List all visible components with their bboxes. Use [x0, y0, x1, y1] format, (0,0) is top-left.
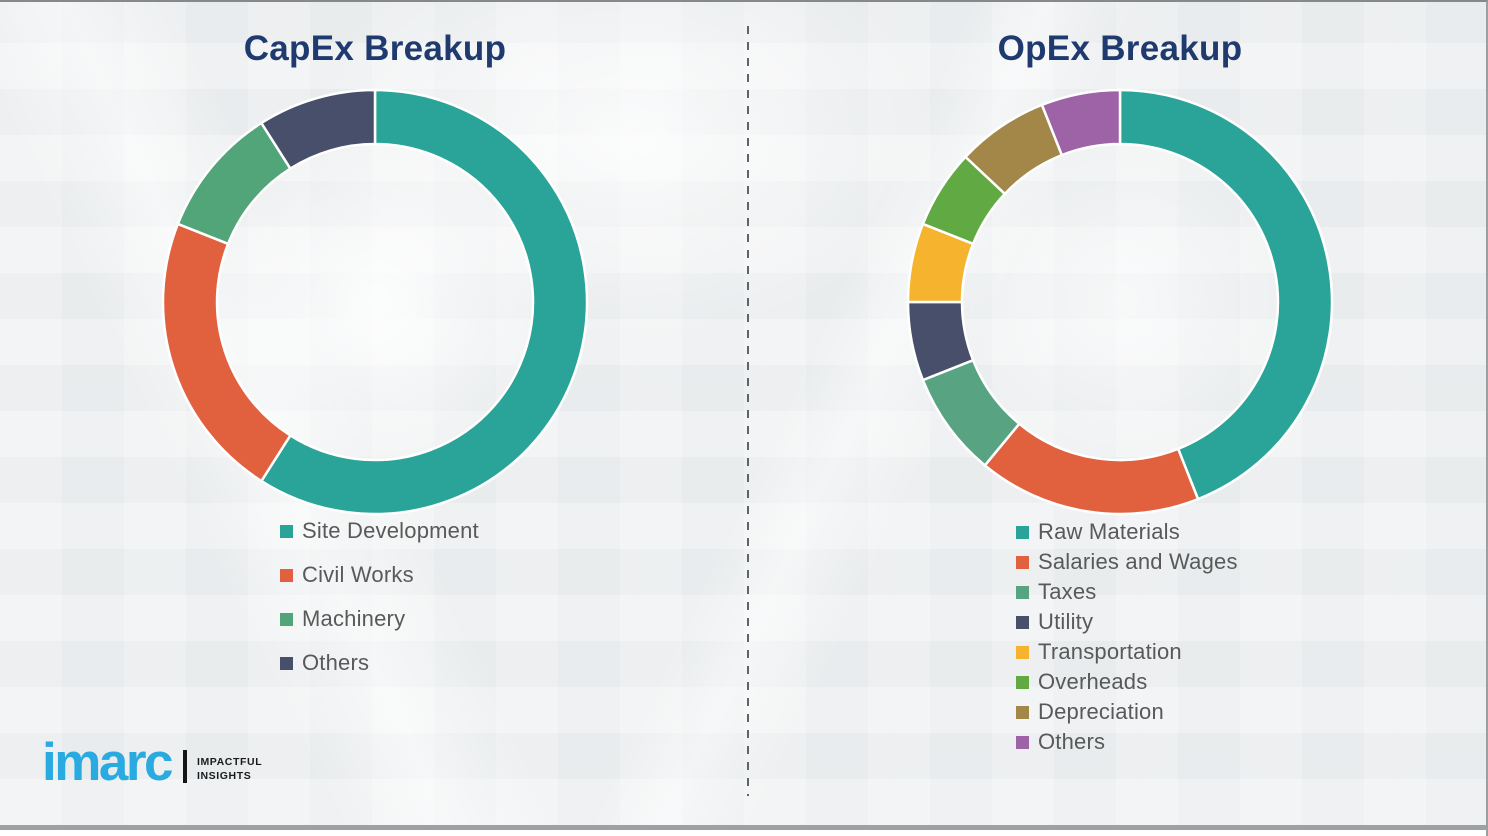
- legend-swatch-icon: [280, 568, 293, 582]
- imarc-logo-tagline: IMPACTFUL INSIGHTS: [197, 756, 262, 788]
- donut-segment-others: [1040, 88, 1122, 157]
- legend-item-depreciation: Depreciation: [1016, 697, 1238, 727]
- imarc-logo-divider-bar: [182, 750, 187, 784]
- donut-segment-civil-works: [161, 222, 293, 483]
- legend-label: Overheads: [1038, 669, 1148, 694]
- legend-swatch-icon: [1016, 645, 1029, 659]
- legend-label: Salaries and Wages: [1038, 549, 1238, 574]
- donut-segment-others: [259, 88, 377, 171]
- capex-chart-title: CapEx Breakup: [243, 29, 507, 68]
- legend-item-site-development: Site Development: [280, 509, 479, 553]
- legend-item-taxes: Taxes: [1016, 577, 1238, 607]
- legend-label: Site Development: [302, 518, 479, 543]
- legend-item-civil-works: Civil Works: [280, 553, 479, 597]
- opex-legend: Raw Materials Salaries and Wages Taxes Util…: [1016, 517, 1238, 757]
- imarc-tagline-line1: IMPACTFUL: [196, 756, 263, 769]
- legend-label: Others: [1038, 729, 1106, 754]
- donut-segment-raw-materials: [1118, 88, 1334, 501]
- capex-donut-chart: [161, 88, 589, 516]
- legend-item-transportation: Transportation: [1016, 637, 1238, 667]
- legend-item-others: Others: [1016, 727, 1238, 757]
- legend-item-others: Others: [280, 641, 479, 685]
- opex-donut-chart: [906, 88, 1334, 516]
- legend-swatch-icon: [1016, 585, 1029, 599]
- legend-swatch-icon: [1016, 615, 1029, 629]
- imarc-logo: imarc IMPACTFUL INSIGHTS: [42, 733, 262, 792]
- legend-label: Utility: [1038, 609, 1094, 634]
- donut-segment-salaries-and-wages: [983, 421, 1200, 516]
- legend-label: Machinery: [302, 606, 406, 631]
- legend-swatch-icon: [1016, 555, 1029, 569]
- legend-item-salaries-and-wages: Salaries and Wages: [1016, 547, 1238, 577]
- legend-label: Taxes: [1038, 579, 1097, 604]
- imarc-logo-wordmark: imarc: [42, 733, 173, 792]
- legend-swatch-icon: [280, 612, 293, 626]
- legend-item-raw-materials: Raw Materials: [1016, 517, 1238, 547]
- legend-swatch-icon: [1016, 675, 1029, 689]
- legend-label: Civil Works: [302, 562, 414, 587]
- legend-swatch-icon: [1016, 705, 1029, 719]
- opex-chart-title: OpEx Breakup: [997, 29, 1243, 68]
- capex-legend: Site Development Civil Works Machinery Othe…: [280, 509, 479, 685]
- legend-item-utility: Utility: [1016, 607, 1238, 637]
- legend-item-machinery: Machinery: [280, 597, 479, 641]
- legend-label: Raw Materials: [1038, 519, 1180, 544]
- legend-label: Others: [302, 650, 370, 675]
- legend-label: Depreciation: [1038, 699, 1164, 724]
- imarc-tagline-line2: INSIGHTS: [196, 769, 252, 782]
- legend-item-overheads: Overheads: [1016, 667, 1238, 697]
- legend-label: Transportation: [1038, 639, 1182, 664]
- donut-segment-site-development: [259, 88, 589, 516]
- bottom-border-stripe: [0, 825, 1486, 830]
- legend-swatch-icon: [1016, 735, 1029, 749]
- legend-swatch-icon: [280, 524, 293, 538]
- legend-swatch-icon: [1016, 525, 1029, 539]
- legend-swatch-icon: [280, 656, 293, 670]
- vertical-dashed-divider: [747, 26, 749, 796]
